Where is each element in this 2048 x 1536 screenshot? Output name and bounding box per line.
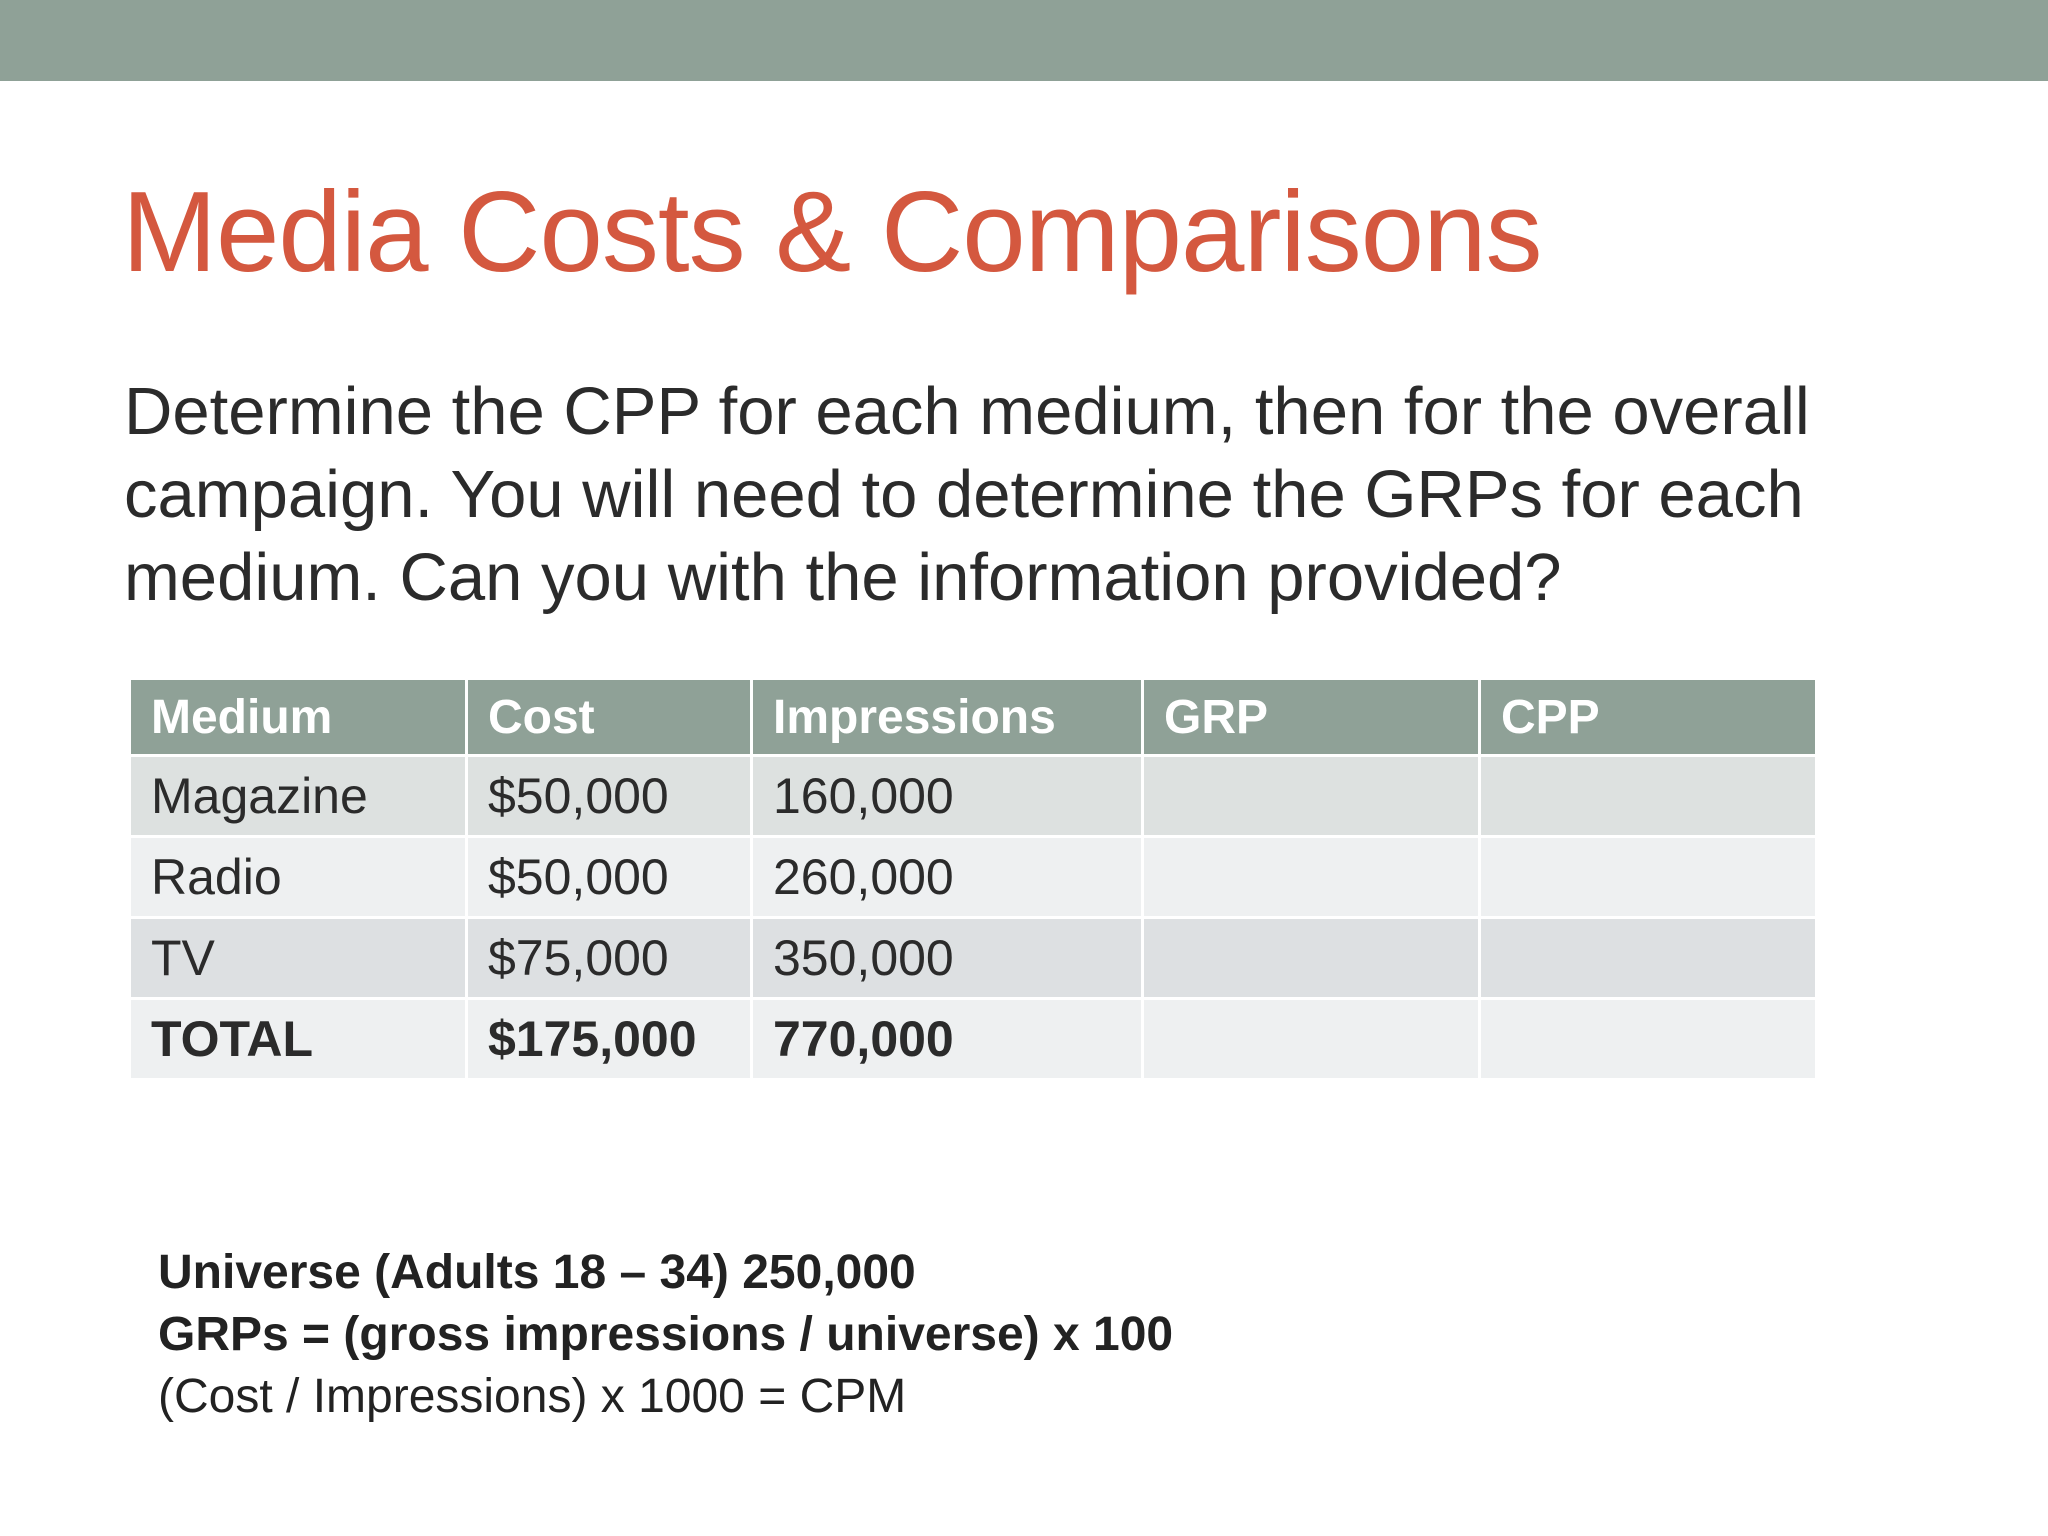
- cell: $50,000: [465, 835, 753, 919]
- empty-cell: [1478, 916, 1818, 1000]
- empty-cell: [1141, 997, 1481, 1081]
- empty-cell: [1478, 754, 1818, 838]
- slide-title: Media Costs & Comparisons: [122, 169, 1543, 296]
- cell: TV: [128, 916, 468, 1000]
- header-cell: GRP: [1141, 677, 1481, 757]
- cell: 260,000: [750, 835, 1144, 919]
- header-row: Medium Cost Impressions GRP CPP: [128, 677, 1818, 757]
- cell: $75,000: [465, 916, 753, 1000]
- cell: $50,000: [465, 754, 753, 838]
- note-line: GRPs = (gross impressions / universe) x …: [158, 1308, 1174, 1361]
- body-line: medium. Can you with the information pro…: [124, 540, 1562, 615]
- note-line: Universe (Adults 18 – 34) 250,000: [158, 1246, 916, 1299]
- total-row: TOTAL $175,000 770,000: [128, 997, 1818, 1081]
- table-row: Magazine $50,000 160,000: [128, 754, 1818, 838]
- cell: Radio: [128, 835, 468, 919]
- header-cell: Medium: [128, 677, 468, 757]
- notes: Universe (Adults 18 – 34) 250,000 GRPs =…: [158, 1242, 1173, 1428]
- empty-cell: [1141, 835, 1481, 919]
- body-text: Determine the CPP for each medium, then …: [124, 370, 1810, 619]
- table-row: TV $75,000 350,000: [128, 916, 1818, 1000]
- cell: 350,000: [750, 916, 1144, 1000]
- empty-cell: [1478, 835, 1818, 919]
- cell: 160,000: [750, 754, 1144, 838]
- cell: 770,000: [750, 997, 1144, 1081]
- cell: Magazine: [128, 754, 468, 838]
- header-cell: CPP: [1478, 677, 1818, 757]
- empty-cell: [1141, 754, 1481, 838]
- table-row: Radio $50,000 260,000: [128, 835, 1818, 919]
- body-line: Determine the CPP for each medium, then …: [124, 374, 1810, 449]
- header-cell: Cost: [465, 677, 753, 757]
- header-cell: Impressions: [750, 677, 1144, 757]
- cell: TOTAL: [128, 997, 468, 1081]
- cell: $175,000: [465, 997, 753, 1081]
- empty-cell: [1478, 997, 1818, 1081]
- note-line: (Cost / Impressions) x 1000 = CPM: [158, 1370, 907, 1423]
- top-bar: [0, 0, 2048, 81]
- media-table: Medium Cost Impressions GRP CPP Magazine…: [128, 677, 1818, 1081]
- body-line: campaign. You will need to determine the…: [124, 457, 1804, 532]
- empty-cell: [1141, 916, 1481, 1000]
